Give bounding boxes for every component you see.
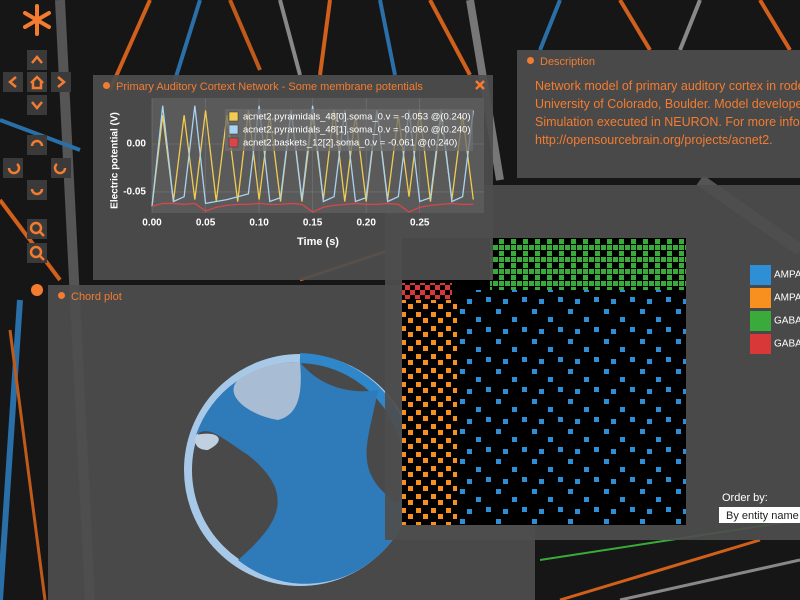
pan-up-button[interactable] <box>27 50 47 70</box>
x-tick-label: 0.05 <box>196 218 216 229</box>
legend-swatch <box>750 311 771 331</box>
connectivity-matrix: AMPA AMPA GABA GABA Order by: By entity nam… <box>402 238 800 525</box>
legend-swatch <box>228 137 239 148</box>
github-icon[interactable] <box>31 284 43 296</box>
legend-label: AMPA <box>774 293 800 304</box>
rotate-down-button[interactable] <box>27 180 47 200</box>
x-tick-label: 0.20 <box>356 218 376 229</box>
chord-ribbon <box>196 361 408 584</box>
legend-label: GABA <box>774 316 800 327</box>
description-line[interactable]: http://opensourcebrain.org/projects/acne… <box>535 133 773 147</box>
x-tick-label: 0.25 <box>410 218 430 229</box>
chord-ribbon <box>233 361 301 420</box>
y-axis-label: Electric potential (V) <box>110 112 121 209</box>
close-button[interactable] <box>475 80 485 90</box>
plot-panel: Primary Auditory Cortext Network - Some … <box>93 75 493 280</box>
x-tick-label: 0.15 <box>303 218 323 229</box>
rotate-right-button[interactable] <box>51 158 71 178</box>
matrix-cells <box>402 300 457 525</box>
description-line: University of Colorado, Boulder. Model d… <box>535 97 800 111</box>
pan-left-button[interactable] <box>3 72 23 92</box>
trace <box>151 202 474 213</box>
legend-swatch <box>228 111 239 122</box>
matrix-cells <box>402 283 452 299</box>
legend-box <box>225 109 473 151</box>
description-line: Simulation executed in NEURON. For more … <box>535 115 800 129</box>
x-tick-label: 0.00 <box>142 218 162 229</box>
x-tick-label: 0.10 <box>249 218 269 229</box>
panel-title: Description <box>527 56 595 68</box>
matrix-cells <box>490 238 686 290</box>
legend-label: acnet2.pyramidals_48[0].soma_0.v = -0.05… <box>243 112 470 123</box>
panel-title: Primary Auditory Cortext Network - Some … <box>103 81 423 93</box>
description-line: Network model of primary auditory cortex… <box>535 79 800 93</box>
rotate-left-button[interactable] <box>3 158 23 178</box>
order-label: Order by: <box>722 492 768 504</box>
rotate-up-button[interactable] <box>27 135 47 155</box>
legend-label: acnet2.pyramidals_48[1].soma_0.v = -0.06… <box>243 125 470 136</box>
pan-right-button[interactable] <box>51 72 71 92</box>
legend-label: acnet2.baskets_12[2].soma_0.v = -0.061 @… <box>243 138 457 149</box>
toolbar-icons <box>7 55 67 296</box>
membrane-plot: 0.00 -0.05 0.00 0.05 0.10 0.15 0.20 0.25 Time (s… <box>110 80 485 248</box>
legend-swatch <box>750 334 771 354</box>
order-select[interactable] <box>719 507 800 523</box>
panel-title: Chord plot <box>58 291 122 303</box>
legend-swatch <box>750 288 771 308</box>
order-option[interactable]: By entity name <box>726 510 799 522</box>
chord-ribbon <box>195 433 219 450</box>
legend-swatch <box>228 124 239 135</box>
legend-label: AMPA <box>774 270 800 281</box>
y-tick-label: -0.05 <box>123 187 146 198</box>
y-tick-label: 0.00 <box>127 139 147 150</box>
description-panel: Description Network model of primary aud… <box>517 50 800 178</box>
pan-down-button[interactable] <box>27 95 47 115</box>
matrix-cells <box>460 290 686 525</box>
logo[interactable] <box>23 4 51 36</box>
matrix-legend: AMPA AMPA GABA GABA <box>750 265 800 354</box>
trace <box>151 105 474 207</box>
x-axis-label: Time (s) <box>297 236 339 248</box>
chord-diagram <box>184 353 416 586</box>
legend-label: GABA <box>774 339 800 350</box>
legend-swatch <box>750 265 771 285</box>
toolbar <box>3 50 71 263</box>
